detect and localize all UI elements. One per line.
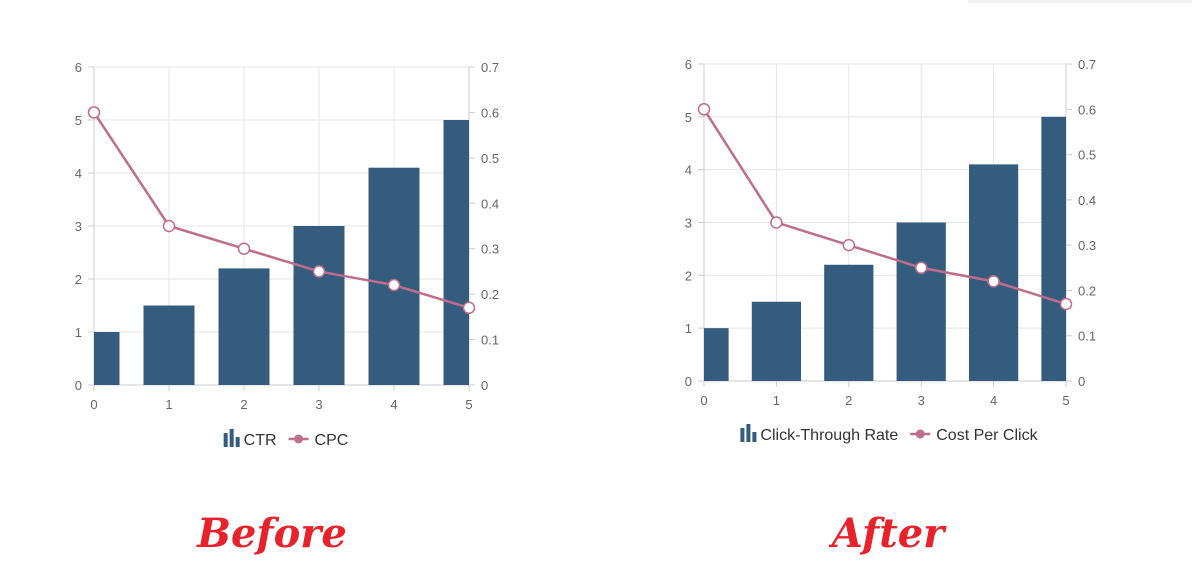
before-legend: CTR CPC [223,429,349,449]
after-x-tick-label: 2 [845,393,852,408]
before-left-tick-label: 4 [75,166,82,181]
before-x-tick-label: 4 [390,397,397,412]
before-right-tick-label: 0.7 [481,60,499,75]
before-bar [443,120,469,385]
after-x-tick-label: 0 [700,393,707,408]
after-bar [751,301,802,381]
after-legend-bar-label: Click-Through Rate [760,427,898,444]
after-legend-line-icon [910,429,931,439]
after-left-tick-label: 1 [685,321,692,336]
after-right-tick-label: 0.6 [1078,102,1096,117]
before-line [92,111,470,309]
before-right-tick-label: 0.3 [481,242,499,257]
after-x-tick-label: 5 [1062,393,1069,408]
after-x-tick-label: 4 [990,393,997,408]
before-right-tick-label: 0.4 [481,196,499,211]
after-right-tick-label: 0 [1078,374,1085,389]
after-left-tick-label: 4 [685,163,692,178]
before-x-tick-label: 5 [465,397,472,412]
after-left-tick-label: 5 [685,110,692,125]
before-right-tick-label: 0 [481,378,488,393]
after-bar [968,164,1019,381]
before-bar [143,305,195,385]
after-point [770,216,783,229]
after-x-tick-label: 3 [918,393,925,408]
after-right-tick-label: 0.2 [1078,283,1096,298]
before-bar [368,167,420,385]
before-left-tick-label: 3 [75,219,82,234]
after-x-tick-label: 1 [773,393,780,408]
before-left-tick-label: 5 [75,113,82,128]
after-left-tick-label: 6 [685,57,692,72]
after-point [987,275,1000,288]
before-legend-line-icon [288,434,309,444]
chart-before-panel: 0 1 2 3 4 5 6 0 1 2 3 4 5 0 0.1 0.2 0.3 0.4 0.5 0.6 0.7 CTR CP… [75,60,499,449]
before-legend-line-label: CPC [315,432,349,449]
after-point [914,261,928,275]
after-right-tick-label: 0.1 [1078,329,1096,344]
after-bar [704,328,729,381]
caption-before: Before [197,510,347,557]
before-bar [94,332,120,385]
after-bar [824,264,874,381]
before-x-tick-label: 0 [90,397,97,412]
after-point [1059,297,1073,311]
after-line [702,108,1067,306]
before-x-tick-label: 3 [315,397,322,412]
before-bar [293,226,345,385]
before-right-tick-label: 0.5 [481,151,499,166]
before-left-tick-label: 6 [75,60,82,75]
before-x-tick-label: 2 [240,397,247,412]
after-right-tick-label: 0.4 [1078,193,1096,208]
before-left-tick-label: 1 [75,325,82,340]
after-legend-line-label: Cost Per Click [936,427,1038,444]
before-right-tick-label: 0.1 [481,333,499,348]
before-legend-bar-icon [223,429,240,447]
before-point [162,219,176,233]
after-right-tick-label: 0.5 [1078,148,1096,163]
after-legend-bar-icon [740,424,757,442]
after-right-tick-label: 0.3 [1078,238,1096,253]
after-left-tick-label: 2 [685,268,692,283]
before-bar [218,268,270,385]
before-point [312,265,326,278]
after-left-tick-label: 3 [685,216,692,231]
before-point [87,106,101,119]
after-point [697,103,711,116]
top-right-bar [968,0,1192,3]
chart-after-panel: 0 1 2 3 4 5 6 0 1 2 3 4 5 0 0.1 0.2 0.3 0.4 0.5 0.6 0.7 Click… [596,0,1192,588]
after-legend: Click-Through Rate Cost Per Click [740,424,1039,444]
before-right-tick-label: 0.2 [481,287,499,302]
after-right-tick-label: 0.7 [1078,57,1096,72]
after-left-tick-label: 0 [685,374,692,389]
after-bar [896,222,946,381]
before-right-tick-label: 0.6 [481,105,499,120]
before-left-tick-label: 2 [75,272,82,287]
before-point [237,242,251,255]
before-point [462,301,476,315]
before-legend-bar-label: CTR [244,432,277,449]
before-left-tick-label: 0 [75,378,82,393]
after-bar [1041,116,1066,381]
before-point [387,278,401,292]
before-x-tick-label: 1 [165,397,172,412]
after-point [842,238,856,252]
caption-after: After [831,510,945,557]
